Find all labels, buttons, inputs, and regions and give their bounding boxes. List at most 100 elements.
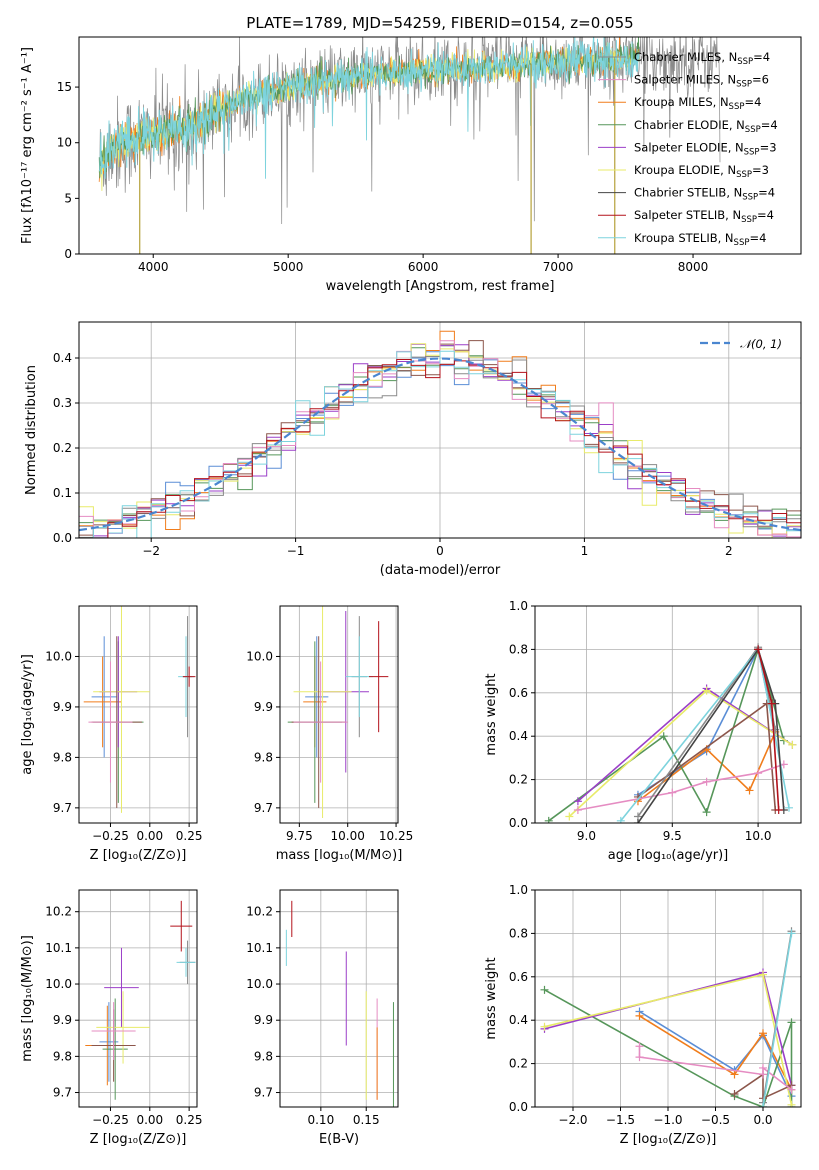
y-axis-label: Normed distribution bbox=[24, 365, 39, 495]
weight-marker bbox=[635, 1053, 644, 1062]
y-tick-label: 1.0 bbox=[509, 883, 528, 897]
weight-marker bbox=[573, 805, 582, 814]
legend-sub: SSP bbox=[742, 193, 758, 203]
y-tick-label: 9.7 bbox=[53, 1086, 72, 1100]
y-tick-label: 10.0 bbox=[45, 977, 72, 991]
legend-sub: SSP bbox=[744, 147, 760, 157]
x-tick-label: 0 bbox=[436, 544, 444, 558]
axes-frame bbox=[279, 605, 399, 824]
weight-marker bbox=[659, 732, 668, 741]
weight-marker bbox=[635, 1042, 644, 1051]
weights_vs_Z-marks bbox=[540, 927, 796, 1107]
y-tick-label: 9.9 bbox=[254, 1013, 273, 1027]
y-tick-label: 9.8 bbox=[53, 1049, 72, 1063]
weight-marker bbox=[544, 816, 553, 823]
x-axis-label: E(B-V) bbox=[319, 1132, 359, 1147]
legend-suffix: =4 bbox=[749, 231, 766, 245]
y-tick-label: 9.7 bbox=[254, 1086, 273, 1100]
y-tick-label: 10.2 bbox=[45, 905, 72, 919]
x-tick-label: −2 bbox=[142, 544, 160, 558]
legend-suffix: =3 bbox=[760, 140, 777, 154]
weight-marker bbox=[787, 1100, 796, 1107]
age_vs_Z-panel: −0.25 0.00 0.25 9.7 9.8 9.9 10.0 Z [log₁₀(Z/Z⊙)… bbox=[20, 605, 203, 863]
weight-marker bbox=[702, 686, 711, 695]
mass_vs_Z-marks bbox=[85, 900, 196, 1100]
weight-marker bbox=[730, 1070, 739, 1079]
y-axis-label: Flux [fλ10⁻¹⁷ erg cm⁻² s⁻¹ A⁻¹] bbox=[20, 47, 35, 244]
legend-entry: Kroupa ELODIE, NSSP=3 bbox=[634, 163, 769, 180]
reference-legend: 𝒩(0, 1) bbox=[740, 337, 782, 351]
x-axis-label: Z [log₁₀(Z/Z⊙)] bbox=[620, 1132, 717, 1147]
weight-marker bbox=[759, 1029, 767, 1038]
legend-label: Kroupa STELIB, N bbox=[634, 231, 734, 245]
weight-marker bbox=[787, 1018, 796, 1027]
legend-sub: SSP bbox=[729, 102, 745, 112]
weight-marker bbox=[702, 777, 711, 786]
y-tick-label: 9.7 bbox=[53, 801, 72, 815]
legend-label: Chabrier MILES, N bbox=[634, 50, 737, 64]
x-tick-label: −0.25 bbox=[92, 829, 129, 843]
axes-frame bbox=[78, 36, 802, 255]
x-tick-label: 0.25 bbox=[176, 829, 203, 843]
normal-curve bbox=[79, 357, 801, 532]
x-tick-label: 10.00 bbox=[331, 829, 365, 843]
y-tick-label: 0 bbox=[64, 247, 72, 261]
legend-label: Chabrier ELODIE, N bbox=[634, 118, 745, 132]
weight-marker bbox=[754, 769, 763, 778]
weight-marker bbox=[668, 788, 677, 797]
x-tick-label: 10.0 bbox=[745, 829, 772, 843]
legend-entry: Salpeter STELIB, NSSP=4 bbox=[634, 208, 774, 225]
legend-entry: Chabrier MILES, NSSP=4 bbox=[634, 50, 770, 67]
legend-label: Salpeter MILES, N bbox=[634, 73, 736, 87]
y-tick-label: 9.8 bbox=[53, 750, 72, 764]
weight-marker bbox=[745, 786, 754, 795]
y-tick-label: 9.9 bbox=[53, 700, 72, 714]
legend-sub: SSP bbox=[736, 170, 752, 180]
weight-marker bbox=[633, 819, 642, 823]
legend-sub: SSP bbox=[734, 238, 750, 248]
legend-sub: SSP bbox=[745, 125, 761, 135]
weight-marker bbox=[616, 816, 625, 823]
weight-series bbox=[637, 647, 785, 823]
x-tick-label: 4000 bbox=[138, 260, 169, 274]
x-tick-label: 5000 bbox=[273, 260, 304, 274]
weight-marker bbox=[702, 808, 711, 817]
x-tick-label: −2.0 bbox=[558, 1113, 587, 1127]
mass_vs_Z-panel: −0.25 0.00 0.25 9.7 9.8 9.9 10.0 10.1 10.2 Z [log… bbox=[20, 889, 202, 1147]
x-tick-label: 8000 bbox=[678, 260, 709, 274]
spectrum-marks bbox=[98, 37, 721, 254]
y-tick-label: 0.3 bbox=[53, 396, 72, 410]
weight-series bbox=[639, 1015, 793, 1090]
x-tick-label: 0.0 bbox=[753, 1113, 772, 1127]
legend-label: Salpeter ELODIE, N bbox=[634, 140, 744, 154]
x-tick-label: 0.10 bbox=[307, 1113, 334, 1127]
legend-label: Kroupa ELODIE, N bbox=[634, 163, 736, 177]
x-tick-label: 9.5 bbox=[663, 829, 682, 843]
weight-marker bbox=[787, 1085, 796, 1094]
histogram-series bbox=[79, 350, 801, 538]
legend-suffix: =6 bbox=[752, 73, 769, 87]
x-tick-label: 0.00 bbox=[136, 829, 163, 843]
x-axis-label: (data-model)/error bbox=[380, 563, 501, 578]
y-tick-label: 0.4 bbox=[509, 1013, 528, 1027]
y-tick-label: 0.2 bbox=[509, 1057, 528, 1071]
legend-entry: Kroupa STELIB, NSSP=4 bbox=[634, 231, 766, 248]
y-tick-label: 9.8 bbox=[254, 750, 273, 764]
weights_vs_age-marks bbox=[544, 643, 797, 823]
weight-marker bbox=[754, 645, 763, 654]
weight-series bbox=[637, 731, 777, 802]
weight-marker bbox=[767, 699, 776, 708]
y-axis-label: mass [log₁₀(M/M⊙)] bbox=[20, 935, 35, 1062]
x-tick-label: −1.5 bbox=[606, 1113, 635, 1127]
x-tick-label: 1 bbox=[581, 544, 589, 558]
y-tick-label: 0.0 bbox=[509, 1100, 528, 1114]
y-tick-label: 10 bbox=[57, 136, 72, 150]
weight-marker bbox=[759, 1063, 767, 1072]
legend-sub: SSP bbox=[737, 57, 753, 67]
y-tick-label: 5 bbox=[64, 191, 72, 205]
x-tick-label: 9.75 bbox=[286, 829, 313, 843]
age_vs_mass-panel: 9.75 10.00 10.25 9.7 9.8 9.9 10.0 mass [log₁₀(M… bbox=[246, 605, 413, 863]
y-tick-label: 10.0 bbox=[246, 649, 273, 663]
